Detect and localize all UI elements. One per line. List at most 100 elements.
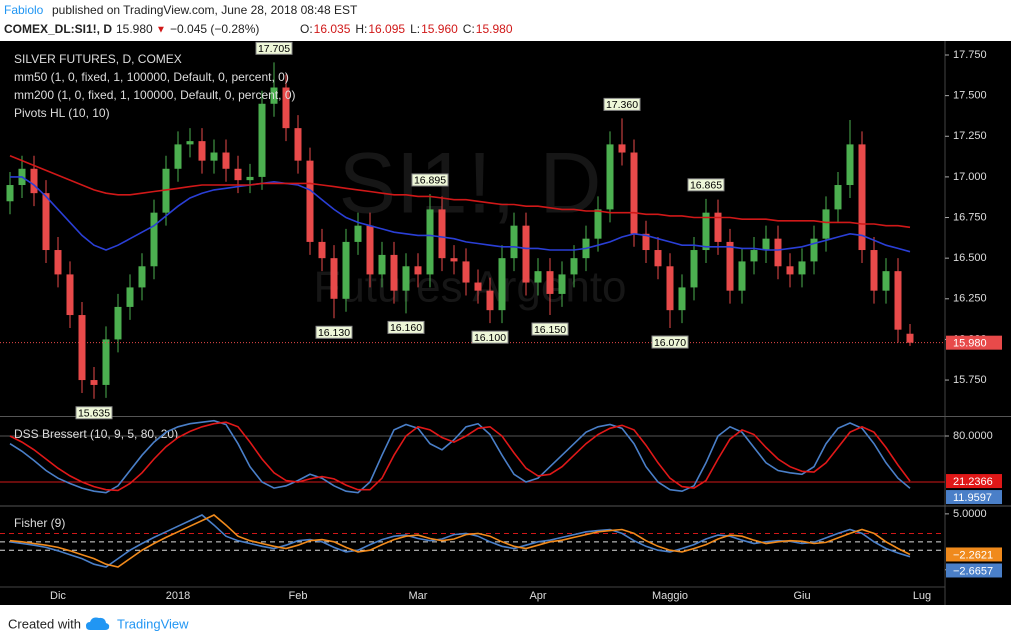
- candle-body: [90, 380, 98, 385]
- candle-body: [894, 271, 902, 330]
- ohlc-label: L:: [410, 22, 420, 36]
- last-value-box: [946, 335, 1002, 350]
- pivot-label: 17.705: [258, 43, 290, 55]
- y-tick-label: 17.750: [953, 49, 987, 61]
- indicator-line: [10, 176, 911, 253]
- pivot-label: 16.865: [690, 180, 722, 192]
- legend-entry: mm200 (1, 0, fixed, 1, 100000, Default, …: [14, 88, 296, 102]
- candle-body: [414, 266, 422, 275]
- ohlc-value: 16.035: [314, 22, 351, 36]
- candle-body: [450, 258, 458, 262]
- candle-body: [174, 144, 182, 169]
- candle-body: [522, 225, 530, 283]
- pivot-box: [471, 330, 509, 344]
- y-tick-label: 17.250: [953, 130, 987, 142]
- candle-body: [690, 250, 698, 288]
- author[interactable]: Fabiolo: [4, 3, 44, 17]
- last-value-label: −2.6657: [953, 565, 993, 577]
- candle-body: [750, 250, 758, 262]
- candle-body: [270, 87, 278, 104]
- candle-body: [594, 209, 602, 239]
- last-price: 15.980: [116, 22, 153, 36]
- last-value-box: [946, 547, 1002, 562]
- candle-body: [102, 339, 110, 385]
- y-tick-label: 80.0000: [953, 430, 993, 442]
- candle-body: [78, 315, 86, 381]
- y-tick-label: 16.500: [953, 252, 987, 264]
- pivot-label: 16.895: [414, 175, 446, 187]
- x-tick-label: Dic: [50, 590, 66, 602]
- indicator-line: [9, 419, 911, 494]
- candle-body: [294, 128, 302, 161]
- candle-body: [306, 160, 314, 242]
- candle-body: [354, 225, 362, 242]
- change: −0.045 (−0.28%): [170, 22, 259, 36]
- candle-body: [786, 266, 794, 275]
- candle-body: [882, 271, 890, 291]
- candle-body: [402, 266, 410, 291]
- logo: [86, 617, 110, 630]
- candle-body: [558, 274, 566, 294]
- candle-body: [822, 209, 830, 239]
- candle-body: [654, 250, 662, 267]
- y-tick-label: 15.750: [953, 374, 987, 386]
- candle-body: [342, 241, 350, 299]
- candle-body: [606, 144, 614, 210]
- watermark: Futures Argento: [313, 263, 626, 312]
- candle-body: [366, 225, 374, 275]
- pivot-box: [411, 173, 449, 187]
- candle-body: [486, 290, 494, 311]
- last-value-label: 21.2366: [953, 476, 993, 488]
- ohlc-value: 16.095: [368, 22, 405, 36]
- pivot-box: [651, 335, 689, 349]
- candle-body: [546, 271, 554, 294]
- candle-body: [222, 152, 230, 169]
- candle-body: [846, 144, 854, 186]
- candle-body: [714, 212, 722, 242]
- candle-body: [534, 271, 542, 283]
- last-value-box: [946, 490, 1002, 505]
- indicator-line: [9, 155, 911, 229]
- candle-body: [774, 238, 782, 267]
- legend-entry: mm50 (1, 0, fixed, 1, 100000, Default, 0…: [14, 70, 289, 84]
- candle-body: [630, 152, 638, 234]
- candle-body: [258, 103, 266, 177]
- x-tick-label: Lug: [913, 590, 931, 602]
- candle-body: [186, 141, 194, 145]
- pivot-box: [531, 322, 569, 336]
- pivot-label: 16.130: [318, 327, 350, 339]
- candle-body: [138, 266, 146, 288]
- candle-body: [618, 144, 626, 153]
- candle-body: [510, 225, 518, 259]
- last-value-label: 11.9597: [953, 492, 992, 504]
- pivot-box: [687, 178, 725, 192]
- brand[interactable]: TradingView: [117, 616, 189, 631]
- candle-body: [6, 185, 14, 202]
- pivot-label: 17.360: [606, 99, 638, 111]
- candle-body: [570, 258, 578, 275]
- candle-body: [126, 287, 134, 307]
- indicator-line: [9, 514, 911, 568]
- pivot-label: 15.635: [78, 408, 110, 420]
- candle-body: [378, 254, 386, 275]
- last-value-label: −2.2621: [953, 549, 993, 561]
- last-value-label: 15.980: [953, 338, 987, 350]
- candle-body: [30, 168, 38, 194]
- x-tick-label: Feb: [289, 590, 308, 602]
- candle-body: [438, 209, 446, 259]
- candle-body: [870, 250, 878, 291]
- ohlc-label: C:: [463, 22, 475, 36]
- legend-entry: Pivots HL (10, 10): [14, 106, 110, 120]
- y-tick-label: 17.500: [953, 90, 987, 102]
- candle-body: [150, 212, 158, 267]
- y-tick-label: 5.0000: [953, 508, 987, 520]
- chart-background: [0, 41, 1011, 605]
- candle-body: [210, 152, 218, 161]
- pivot-label: 16.100: [474, 332, 506, 344]
- pivot-label: 16.160: [390, 322, 422, 334]
- y-tick-label: 17.000: [953, 171, 987, 183]
- candle-body: [114, 306, 122, 340]
- pane-title: Fisher (9): [14, 516, 65, 530]
- candle-body: [762, 238, 770, 251]
